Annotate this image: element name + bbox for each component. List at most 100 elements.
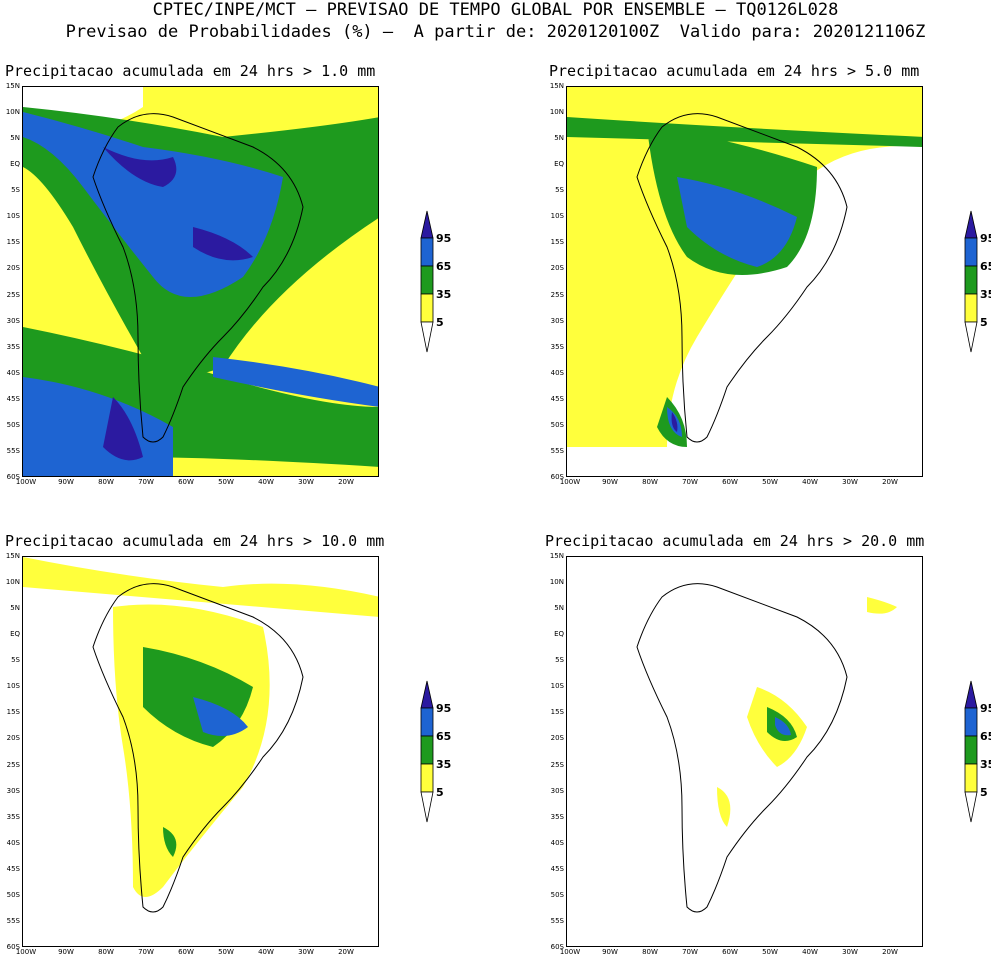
panel-3-lon-label: 40W [258, 948, 274, 956]
panel-3-lon-label: 80W [98, 948, 114, 956]
panel-4-lon-label: 40W [802, 948, 818, 956]
panel-2-coastline [636, 113, 848, 443]
panel-1-lat-label: EQ [10, 160, 20, 169]
panel-2-lat-label: 10S [550, 212, 564, 221]
panel-4-lat-label: 10N [549, 578, 564, 587]
panel-4-lat-label: 5S [555, 656, 564, 665]
panel-1-lat-label: 5N [10, 134, 20, 143]
colorbar-segment [964, 707, 978, 737]
panel-4-lon-label: 100W [559, 948, 581, 956]
panel-1-lat-label: 55S [6, 446, 20, 455]
panel-2-lat-label: 30S [550, 316, 564, 325]
panel-4-lat-label: 35S [550, 812, 564, 821]
panel-1-lon-label: 80W [98, 478, 114, 486]
panel-4-lat-label: 50S [550, 890, 564, 899]
panel-3-lat-label: 60S [6, 943, 20, 951]
panel-1-lat-label: 10S [6, 212, 20, 221]
panel-1-colorbar [420, 210, 434, 353]
panel-4-lat-label: 40S [550, 838, 564, 847]
panel-3-fill-35 [143, 647, 253, 857]
panel-1-colorbar-label: 5 [436, 316, 444, 329]
panel-3-colorbar-label: 65 [436, 730, 452, 743]
panel-2-fill-95 [671, 412, 678, 432]
panel-3-lat-label: 15S [6, 708, 20, 717]
panel-4-fill-5 [717, 597, 897, 827]
panel-2-lat-label: 50S [550, 420, 564, 429]
panel-2-lat-label: 20S [550, 264, 564, 273]
panel-1-lat-label: 50S [6, 420, 20, 429]
panel-4-lon-label: 50W [762, 948, 778, 956]
panel-3-coastline [92, 583, 304, 913]
panel-2-lat-label: 45S [550, 394, 564, 403]
colorbar-segment [420, 735, 434, 765]
panel-3-lat-label: 30S [6, 786, 20, 795]
panel-2-lon-label: 90W [602, 478, 618, 486]
colorbar-segment [964, 237, 978, 267]
panel-4-lat-label: 25S [550, 760, 564, 769]
panel-4-map-svg [636, 583, 897, 913]
panel-4-colorbar-label: 35 [980, 758, 991, 771]
panel-4-lat-label: 30S [550, 786, 564, 795]
panel-4-lon-label: 80W [642, 948, 658, 956]
panel-4-colorbar [964, 680, 978, 823]
panel-2-map [566, 86, 923, 477]
panel-4-lat-label: 10S [550, 682, 564, 691]
panel-2-lat-label: 5S [555, 186, 564, 195]
panel-4-map [566, 556, 923, 947]
panel-4-lon-label: 20W [882, 948, 898, 956]
panel-1-lat-label: 15S [6, 238, 20, 247]
panel-1-fill-95 [103, 147, 253, 461]
colorbar-bottom-arrow [964, 321, 978, 353]
panel-4-lon-label: 30W [842, 948, 858, 956]
panel-1-colorbar-label: 35 [436, 288, 452, 301]
panel-4-lat-label: 20S [550, 734, 564, 743]
panel-2-lat-label: 35S [550, 342, 564, 351]
panel-4-lon-label: 60W [722, 948, 738, 956]
panel-2-lat-label: 10N [549, 108, 564, 117]
panel-4-lat-label: 60S [550, 943, 564, 951]
panel-4-lat-label: 55S [550, 916, 564, 925]
panel-3-lat-label: 25S [6, 760, 20, 769]
panel-1-lat-label: 20S [6, 264, 20, 273]
colorbar-segment [964, 763, 978, 793]
panel-1-lat-label: 5S [11, 186, 20, 195]
panel-4-colorbar-label: 95 [980, 702, 991, 715]
panel-2-title: Precipitacao acumulada em 24 hrs > 5.0 m… [549, 62, 920, 80]
colorbar-top-arrow [964, 680, 978, 709]
panel-4-lat-label: 15N [549, 552, 564, 560]
panel-1-lat-label: 15N [5, 82, 20, 90]
panel-1-lon-label: 20W [338, 478, 354, 486]
colorbar-segment [420, 265, 434, 295]
panel-2-lat-label: EQ [554, 160, 564, 169]
panel-4-lat-label: EQ [554, 630, 564, 639]
panel-2-colorbar [964, 210, 978, 353]
panel-2-lon-label: 100W [559, 478, 581, 486]
panel-2-lat-label: 15S [550, 238, 564, 247]
panel-2-lon-label: 40W [802, 478, 818, 486]
panel-2-colorbar-label: 95 [980, 232, 991, 245]
colorbar-top-arrow [420, 680, 434, 709]
colorbar-segment [964, 293, 978, 323]
panel-4-title: Precipitacao acumulada em 24 hrs > 20.0 … [545, 532, 925, 550]
panel-2-lon-label: 30W [842, 478, 858, 486]
panel-4-colorbar-label: 65 [980, 730, 991, 743]
panel-2-lon-label: 70W [682, 478, 698, 486]
panel-4-lon-label: 70W [682, 948, 698, 956]
colorbar-segment [420, 237, 434, 267]
panel-3-lat-label: 45S [6, 864, 20, 873]
panel-2-lon-label: 50W [762, 478, 778, 486]
colorbar-segment [964, 735, 978, 765]
panel-1-title: Precipitacao acumulada em 24 hrs > 1.0 m… [5, 62, 376, 80]
panel-3-colorbar-label: 5 [436, 786, 444, 799]
panel-4-lat-label: 5N [554, 604, 564, 613]
panel-2-lat-label: 40S [550, 368, 564, 377]
panel-4-lon-label: 90W [602, 948, 618, 956]
panel-4-fill-65 [775, 717, 791, 736]
panel-3-lat-label: 55S [6, 916, 20, 925]
panel-1-lat-label: 25S [6, 290, 20, 299]
panel-3-lat-label: 20S [6, 734, 20, 743]
panel-1-lat-label: 40S [6, 368, 20, 377]
panel-3-lon-label: 30W [298, 948, 314, 956]
panel-2-fill-65 [667, 177, 797, 437]
colorbar-bottom-arrow [964, 791, 978, 823]
